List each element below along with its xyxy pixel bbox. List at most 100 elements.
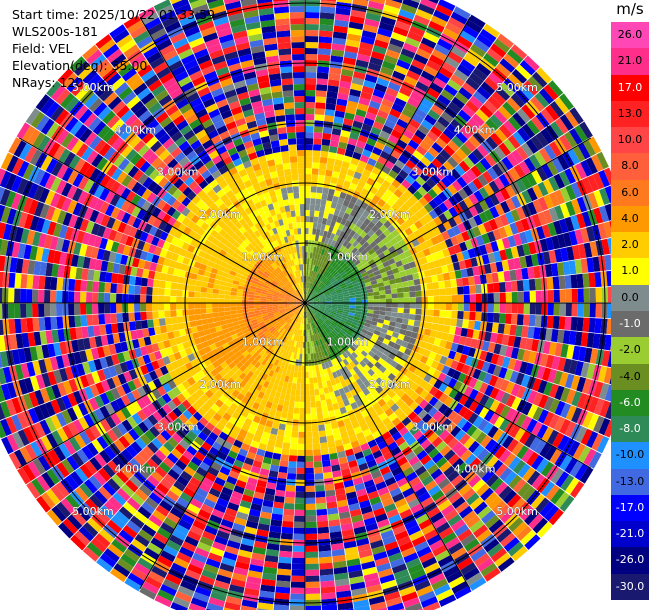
gate-18-4 — [326, 283, 333, 289]
gate-27-20 — [426, 282, 434, 290]
gate-1-16 — [310, 198, 316, 205]
gate-90-37 — [74, 291, 81, 303]
gate-13-43 — [469, 95, 484, 109]
gate-25-4 — [331, 294, 338, 298]
gate-61-32 — [284, 497, 295, 504]
gate-13-11 — [348, 244, 355, 252]
gate-7-6 — [319, 261, 324, 268]
gate-89-44 — [32, 303, 39, 318]
gate-61-34 — [283, 508, 295, 516]
gate-13-47 — [484, 76, 500, 91]
gate-3-31 — [334, 110, 345, 118]
gate-8-7 — [323, 256, 328, 263]
gate-60-15 — [300, 395, 305, 402]
gate-63-17 — [282, 405, 289, 413]
gate-25-42 — [551, 235, 561, 250]
gate-14-3 — [319, 282, 324, 289]
gate-57-18 — [316, 412, 324, 420]
gate-17-25 — [423, 202, 434, 213]
gate-25-16 — [400, 275, 408, 283]
gate-23-1 — [313, 297, 320, 301]
gate-30-46 — [583, 303, 590, 318]
gate-60-38 — [293, 533, 305, 540]
gate-21-40 — [521, 190, 533, 204]
gate-1-47 — [319, 12, 335, 20]
gate-18-3 — [322, 287, 328, 292]
gate-11-8 — [332, 255, 339, 262]
gate-15-34 — [451, 152, 463, 165]
gate-63-22 — [276, 435, 284, 443]
gate-14-1 — [311, 291, 316, 297]
gate-33-38 — [531, 339, 540, 352]
gate-19-42 — [518, 160, 531, 175]
gate-60-11 — [301, 371, 305, 378]
gate-13-51 — [499, 58, 516, 73]
gate-32-26 — [462, 319, 470, 329]
gate-32-37 — [527, 326, 535, 339]
gate-14-18 — [379, 216, 388, 225]
gate-33-14 — [390, 316, 397, 323]
gate-6-43 — [385, 49, 400, 60]
gate-90-27 — [134, 294, 141, 303]
gate-31-14 — [391, 307, 398, 313]
gate-30-37 — [529, 303, 536, 315]
gate-24-46 — [570, 214, 581, 231]
gate-12-13 — [352, 232, 360, 240]
gate-26-26 — [460, 268, 468, 278]
gate-0-12 — [305, 222, 309, 229]
gate-24-20 — [422, 263, 430, 271]
gate-88-38 — [68, 315, 76, 328]
gate-60-16 — [299, 401, 305, 408]
gate-26-0 — [307, 301, 314, 303]
gate-90-46 — [20, 288, 27, 303]
gate-7-25 — [359, 154, 370, 164]
gate-87-30 — [117, 322, 125, 333]
gate-23-45 — [559, 203, 571, 218]
gate-0-6 — [305, 258, 308, 264]
gate-25-17 — [406, 274, 414, 281]
gate-23-5 — [335, 289, 343, 293]
gate-58-37 — [317, 526, 330, 534]
gate-28-47 — [588, 272, 596, 288]
gate-25-41 — [545, 237, 555, 251]
gate-12-31 — [416, 145, 428, 156]
gate-27-27 — [468, 276, 475, 286]
gate-11-43 — [447, 79, 462, 92]
gate-4-20 — [330, 176, 339, 185]
gate-18-34 — [472, 177, 484, 190]
gate-62-22 — [283, 436, 291, 444]
gate-59-11 — [305, 371, 309, 378]
gate-22-16 — [395, 260, 403, 268]
gate-2-18 — [316, 186, 323, 194]
gate-61-12 — [296, 377, 302, 384]
gate-59-42 — [305, 557, 319, 564]
gate-56-23 — [327, 440, 336, 449]
gate-60-26 — [296, 461, 305, 468]
gate-57-15 — [315, 394, 321, 402]
gate-61-46 — [276, 580, 291, 588]
gate-6-38 — [376, 77, 390, 88]
gate-4-17 — [326, 194, 334, 202]
gate-6-42 — [383, 54, 398, 65]
gate-20-51 — [572, 145, 586, 162]
gate-15-28 — [425, 177, 437, 189]
gate-89-42 — [44, 303, 51, 317]
gate-90-10 — [236, 299, 243, 303]
gate-10-14 — [348, 222, 356, 230]
gate-24-40 — [536, 226, 546, 240]
gate-7-24 — [357, 160, 367, 169]
gate-17-8 — [344, 267, 351, 273]
gate-0-35 — [305, 84, 316, 91]
gate-9-13 — [341, 225, 349, 233]
gate-89-13 — [218, 303, 225, 308]
gate-5-3 — [310, 276, 314, 283]
gate-11-50 — [470, 43, 486, 58]
gate-62-20 — [285, 424, 293, 432]
gate-1-22 — [312, 162, 320, 169]
gate-24-31 — [484, 242, 494, 254]
gate-11-28 — [398, 154, 409, 165]
gate-14-35 — [447, 140, 460, 152]
gate-30-16 — [403, 303, 410, 309]
gate-3-41 — [344, 51, 358, 60]
